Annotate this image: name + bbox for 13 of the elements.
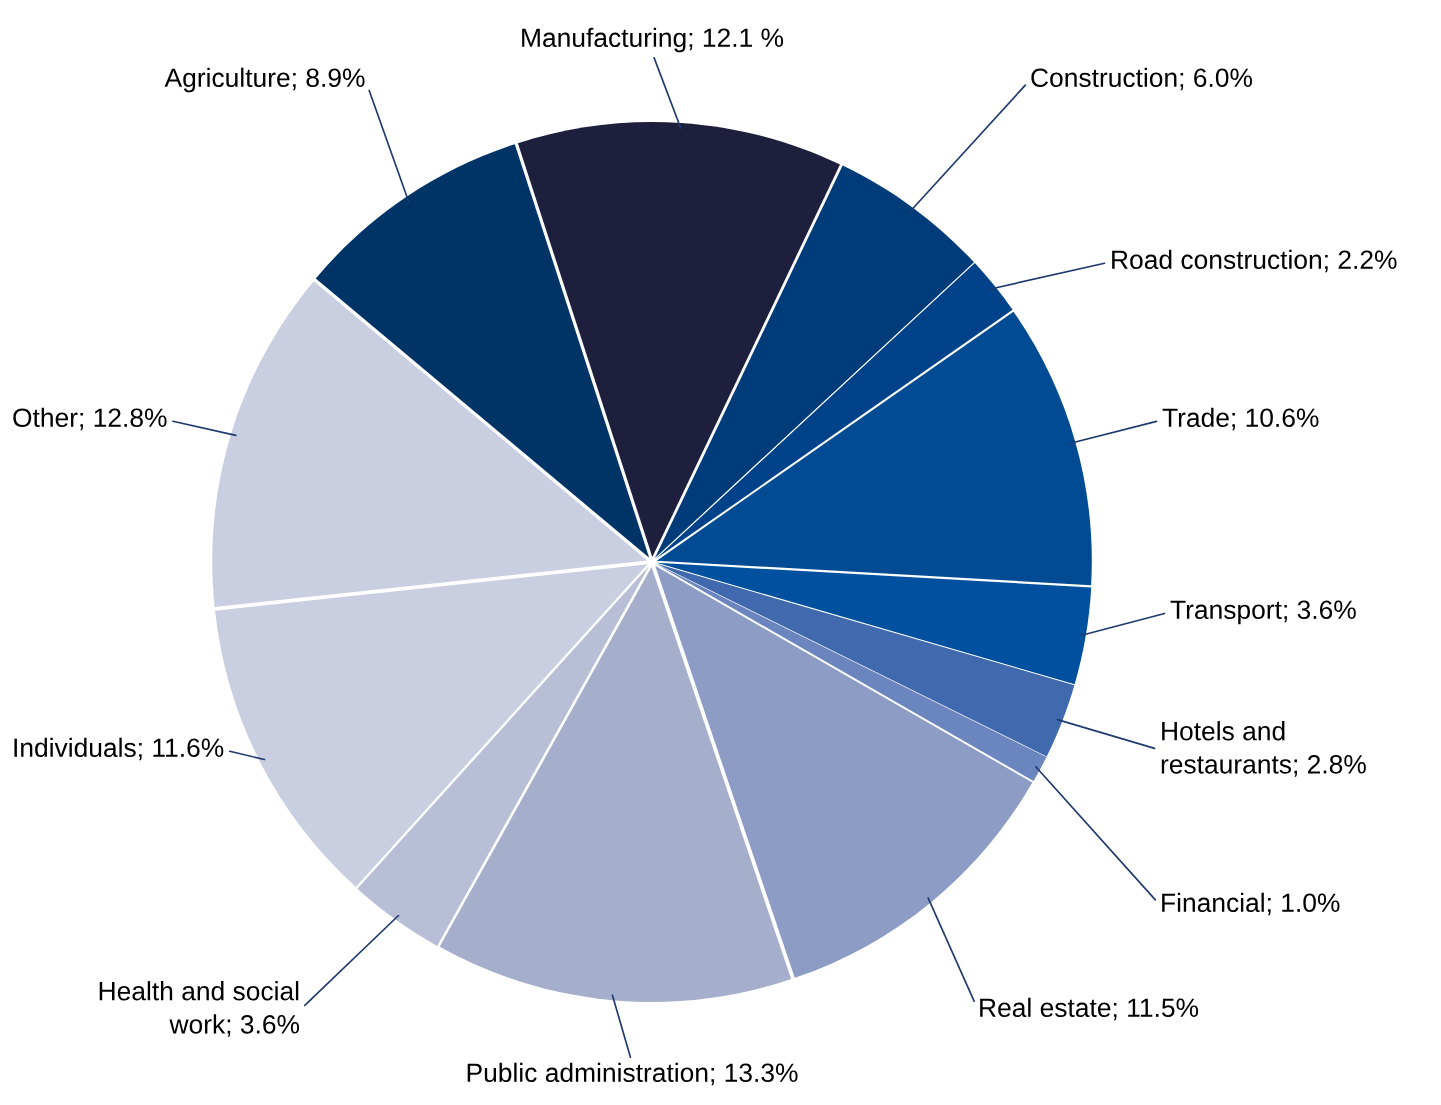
slice-label: Individuals; 11.6% xyxy=(14,737,224,761)
slice-label: Road construction; 2.2% xyxy=(1112,249,1397,273)
slice-label: Other; 12.8% xyxy=(13,407,167,431)
slice-label: Public administration; 13.3% xyxy=(467,1062,798,1086)
slice-label: Financial; 1.0% xyxy=(1162,892,1340,916)
slice-label: Construction; 6.0% xyxy=(1031,67,1253,91)
slice-label: Trade; 10.6% xyxy=(1162,407,1319,431)
slice-label: Hotels and restaurants; 2.8% xyxy=(1161,721,1366,777)
slice-label: Transport; 3.6% xyxy=(1170,600,1356,625)
slice-label: Real estate; 11.5% xyxy=(980,997,1199,1021)
slice-label: Manufacturing; 12.1 % xyxy=(522,27,784,53)
slice-label: Agriculture; 8.9% xyxy=(164,67,365,93)
slice-label: Health and social work; 3.6% xyxy=(99,981,300,1037)
